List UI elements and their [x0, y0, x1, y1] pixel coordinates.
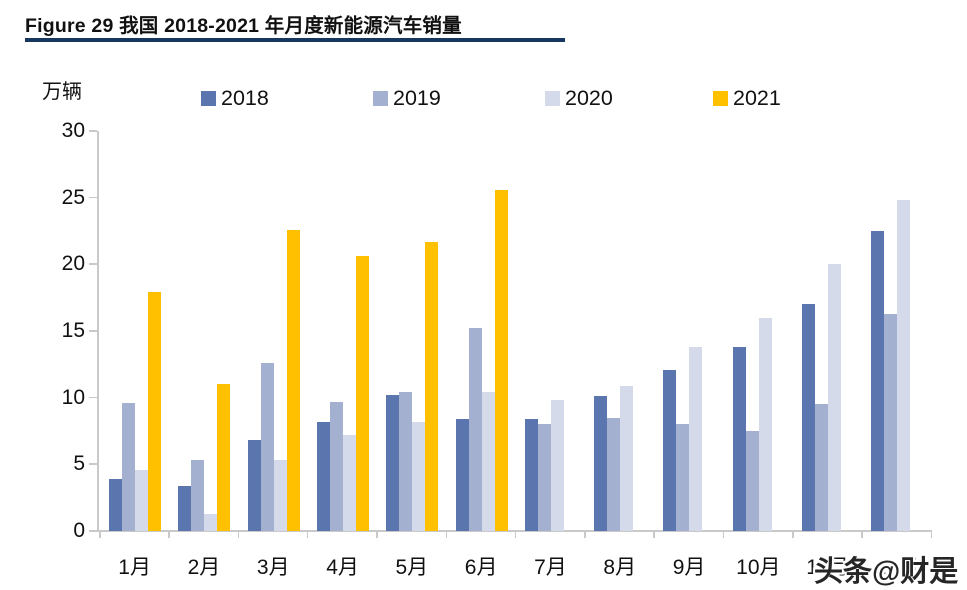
legend-label: 2019 [393, 85, 441, 110]
bar-2018-m8 [594, 396, 608, 531]
bar-2019-m10 [745, 431, 759, 531]
bar-2021-m5 [425, 241, 439, 531]
bar-2018-m6 [455, 419, 469, 531]
x-tick-label: 1月 [118, 556, 151, 579]
y-tick-label: 5 [73, 452, 85, 476]
x-tick-mark [722, 531, 725, 538]
legend-swatch-2020 [545, 90, 560, 106]
x-tick-mark [376, 531, 378, 538]
legend-item-2020: 2020 [545, 86, 613, 110]
x-tick-label: 9月 [672, 556, 706, 579]
legend-label: 2021 [733, 85, 781, 110]
bar-2021-m1 [148, 292, 161, 531]
bar-2019-m2 [191, 460, 205, 531]
bar-2019-m3 [260, 363, 274, 531]
bar-2020-m6 [481, 392, 495, 531]
bar-2019-m8 [607, 417, 621, 531]
x-tick-mark [514, 531, 517, 538]
x-tick-label: 10月 [736, 556, 781, 579]
y-tick-label: 10 [61, 385, 85, 409]
y-axis-unit-label: 万辆 [42, 81, 82, 103]
bar-2018-m5 [386, 395, 400, 531]
x-tick-mark [168, 531, 170, 538]
bar-2019-m6 [468, 328, 482, 531]
watermark-text: 头条@财是 [814, 556, 959, 588]
bar-2021-m6 [494, 189, 508, 531]
title-rule [25, 38, 565, 42]
y-tick-label: 25 [61, 185, 85, 209]
bar-2019-m5 [399, 392, 413, 531]
x-tick-label: 7月 [534, 556, 567, 579]
x-tick-label: 8月 [603, 556, 637, 579]
bar-2018-m4 [316, 421, 330, 531]
bar-2019-m12 [884, 313, 898, 531]
x-tick-mark [306, 531, 309, 538]
x-tick-label: 12月 [874, 556, 920, 579]
bar-2020-m4 [342, 435, 356, 531]
x-tick-mark [99, 531, 101, 538]
bar-2020-m9 [689, 347, 703, 531]
bar-2021-m4 [355, 256, 369, 531]
bar-2020-m2 [204, 513, 218, 531]
y-tick-mark [89, 463, 97, 465]
y-tick-mark [89, 330, 97, 332]
x-tick-mark [930, 531, 933, 538]
bar-2021-m2 [217, 384, 231, 531]
bar-2020-m7 [550, 400, 564, 531]
y-tick-label: 30 [61, 119, 85, 142]
legend-label: 2018 [221, 85, 269, 110]
bar-2018-m12 [871, 231, 885, 531]
legend-item-2018: 2018 [201, 86, 269, 110]
bar-2018-m11 [802, 304, 815, 531]
bar-2018-m7 [524, 419, 538, 531]
legend-item-2019: 2019 [373, 86, 441, 110]
bar-2020-m8 [620, 385, 634, 531]
bar-2019-m7 [537, 424, 551, 531]
bar-2020-m12 [897, 200, 911, 531]
bar-2018-m10 [732, 347, 746, 531]
bar-2019-m1 [122, 403, 135, 531]
x-tick-mark [861, 531, 863, 538]
x-axis-line [97, 530, 932, 532]
x-tick-mark [792, 531, 794, 538]
y-tick-mark [89, 396, 97, 399]
figure-title: Figure 29 我国 2018-2021 年月度新能源汽车销量 [25, 15, 462, 37]
y-tick-mark [89, 263, 97, 265]
bar-2018-m3 [247, 440, 261, 531]
bar-2019-m11 [815, 404, 828, 531]
x-tick-mark [584, 531, 586, 538]
x-tick-mark [445, 531, 447, 538]
bar-2021-m3 [286, 229, 300, 531]
x-tick-label: 5月 [395, 556, 429, 579]
bar-2018-m9 [663, 369, 677, 531]
x-tick-label: 2月 [187, 556, 221, 579]
x-tick-mark [653, 531, 655, 538]
legend-label: 2020 [565, 85, 613, 110]
bar-2020-m1 [135, 469, 148, 531]
bar-2018-m2 [178, 485, 192, 531]
legend-swatch-2019 [373, 90, 388, 106]
legend-swatch-2021 [713, 90, 728, 106]
bar-2020-m5 [412, 421, 426, 531]
y-tick-label: 0 [73, 519, 85, 542]
x-tick-label: 6月 [464, 556, 498, 579]
legend-item-2021: 2021 [713, 86, 781, 110]
y-tick-mark [89, 530, 97, 532]
x-tick-label: 11月 [806, 556, 850, 579]
y-tick-mark [89, 130, 97, 132]
x-tick-label: 4月 [326, 556, 359, 579]
legend-swatch-2018 [201, 90, 216, 106]
bar-2018-m1 [109, 479, 122, 531]
x-tick-mark [237, 531, 240, 538]
y-tick-label: 20 [61, 252, 85, 276]
y-tick-mark [89, 196, 97, 199]
bar-2020-m3 [273, 460, 287, 531]
bar-2020-m11 [828, 264, 841, 531]
bar-2019-m4 [329, 401, 343, 531]
bar-2019-m9 [676, 424, 690, 531]
y-tick-label: 15 [61, 319, 85, 342]
x-tick-label: 3月 [256, 556, 290, 579]
bar-2020-m10 [758, 317, 772, 531]
y-axis-line [97, 131, 99, 531]
